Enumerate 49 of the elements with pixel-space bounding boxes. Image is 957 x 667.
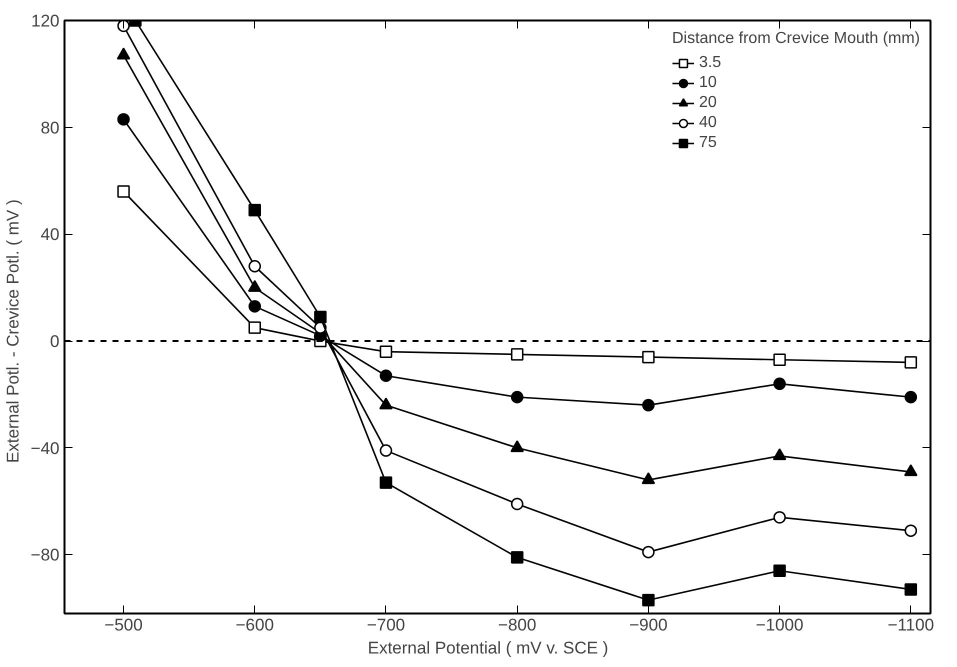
y-tick-label: −40 [30, 438, 60, 458]
point [773, 511, 786, 524]
y-tick-label: 40 [40, 225, 60, 244]
point [510, 348, 524, 361]
x-tick-label: −700 [366, 616, 406, 634]
point [642, 546, 655, 558]
x-tick-label: −1100 [888, 616, 934, 634]
x-tick-label: −500 [104, 616, 143, 634]
legend-label: 75 [698, 134, 718, 152]
point [248, 321, 262, 334]
point [904, 583, 918, 596]
legend-label: 20 [698, 94, 718, 112]
y-axis-title: External Potl. - Crevice Potl. ( mV ) [4, 199, 23, 463]
point [117, 185, 130, 198]
x-tick-label: −900 [629, 616, 668, 634]
legend-label: 3.5 [698, 54, 722, 72]
point [642, 350, 655, 364]
point [773, 564, 786, 578]
point [904, 356, 918, 369]
point [642, 594, 655, 606]
y-tick-label: −80 [30, 546, 60, 565]
point [117, 113, 130, 126]
point [248, 260, 262, 272]
legend-title: Distance from Crevice Mouth (mm) [672, 30, 920, 48]
point [380, 345, 392, 358]
point [380, 444, 392, 457]
point [510, 390, 524, 404]
point [248, 300, 262, 313]
point [773, 353, 786, 366]
point [773, 378, 786, 390]
point [380, 370, 392, 382]
y-tick-label: 80 [40, 118, 60, 138]
x-tick-label: −1000 [756, 616, 804, 634]
point [904, 524, 918, 537]
point [510, 551, 524, 564]
point [904, 390, 918, 404]
x-tick-label: −800 [498, 616, 536, 634]
y-tick-label: 120 [31, 12, 60, 30]
point [510, 498, 524, 510]
point [117, 20, 130, 32]
legend-label: 40 [698, 114, 718, 132]
legend-label: 10 [698, 74, 718, 92]
y-tick-label: 0 [50, 332, 60, 352]
x-axis-title: External Potential ( mV v. SCE ) [368, 638, 608, 658]
point [642, 398, 655, 412]
point [248, 204, 262, 216]
point [314, 310, 327, 324]
x-tick-label: −600 [236, 616, 274, 634]
point [380, 476, 392, 489]
